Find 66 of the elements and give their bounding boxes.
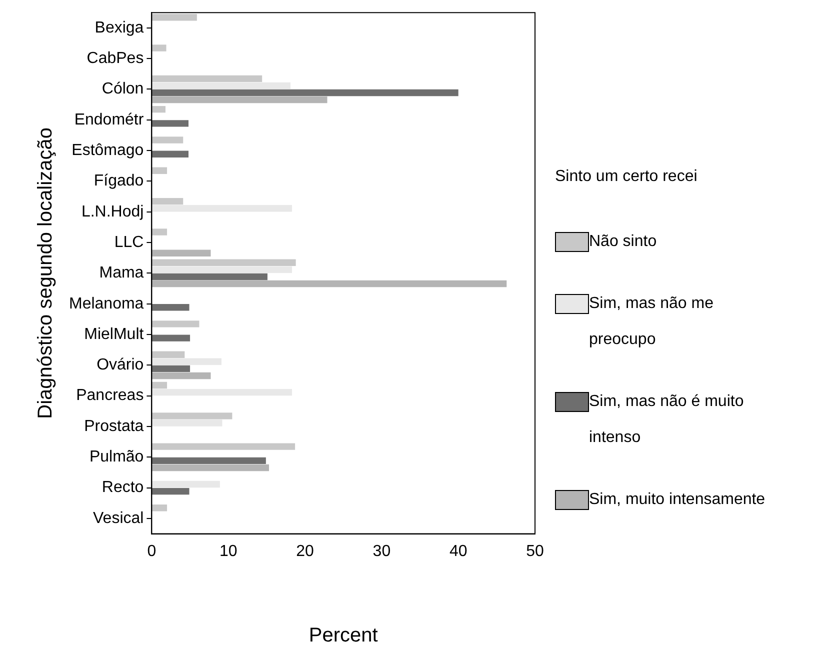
y-tick-label: Prostata (84, 418, 144, 435)
x-tick-label: 10 (219, 542, 238, 560)
bar (152, 334, 190, 342)
bar (152, 382, 168, 389)
y-tick-label: Fígado (94, 172, 144, 190)
bar (152, 82, 290, 90)
legend-label: Sim, muito intensamente (589, 490, 766, 510)
y-tick-label: Bexiga (94, 19, 144, 36)
bar (152, 205, 292, 212)
bar (152, 250, 211, 256)
y-tick-label: Recto (102, 479, 144, 496)
x-tick-label: 40 (449, 542, 468, 560)
bar (152, 150, 188, 158)
legend-title: Sinto um certo recei (555, 168, 698, 186)
x-axis-title: Percent (308, 624, 378, 647)
y-tick-label: Estômago (72, 142, 144, 159)
bar (152, 388, 292, 396)
bar (152, 75, 262, 82)
bar (152, 412, 232, 420)
x-tick-label: 50 (526, 542, 544, 560)
bar (152, 280, 507, 288)
bar (152, 106, 166, 113)
bar (152, 304, 190, 311)
bar (152, 358, 222, 365)
bar (152, 457, 266, 464)
y-tick-label: MielMult (84, 326, 144, 343)
bar (152, 372, 211, 380)
bar (152, 365, 190, 372)
bar (152, 198, 184, 205)
bar (152, 167, 168, 174)
y-tick-label: CabPes (86, 50, 144, 67)
bar (152, 96, 328, 104)
bar (152, 266, 292, 274)
y-tick-label: Endométr (74, 111, 144, 128)
bar (152, 351, 185, 358)
y-tick-label: Pulmão (89, 448, 144, 466)
y-tick-label: Cólon (102, 80, 144, 98)
bar (152, 420, 222, 426)
x-tick-label: 20 (296, 542, 314, 560)
bar (152, 120, 188, 127)
legend-label: Sim, mas não me preocupo (589, 294, 714, 350)
bar (152, 228, 168, 236)
legend-label: Não sinto (589, 232, 657, 252)
y-tick-label: Mama (99, 264, 144, 282)
bar (152, 464, 269, 472)
bar (152, 480, 220, 488)
y-tick-label: Pancreas (76, 387, 144, 404)
legend-label: Sim, mas não é muito intenso (589, 392, 745, 448)
bar (152, 488, 190, 495)
bar (152, 504, 168, 512)
y-tick-label: Melanoma (69, 295, 144, 312)
bar (152, 443, 296, 450)
bar (152, 136, 184, 144)
bar (152, 320, 200, 328)
y-axis-title: Diagnóstico segundo localização (34, 128, 57, 419)
bar (152, 89, 458, 96)
y-tick-label: L.N.Hodj (81, 203, 144, 220)
x-tick-label: 0 (147, 542, 156, 560)
x-tick-label: 30 (372, 542, 391, 560)
bar (152, 259, 296, 266)
bar (152, 14, 197, 21)
y-tick-label: Ovário (96, 356, 144, 374)
bar (152, 44, 166, 52)
y-tick-label: LLC (114, 234, 144, 251)
y-tick-label: Vesical (93, 510, 144, 527)
bar (152, 273, 268, 280)
